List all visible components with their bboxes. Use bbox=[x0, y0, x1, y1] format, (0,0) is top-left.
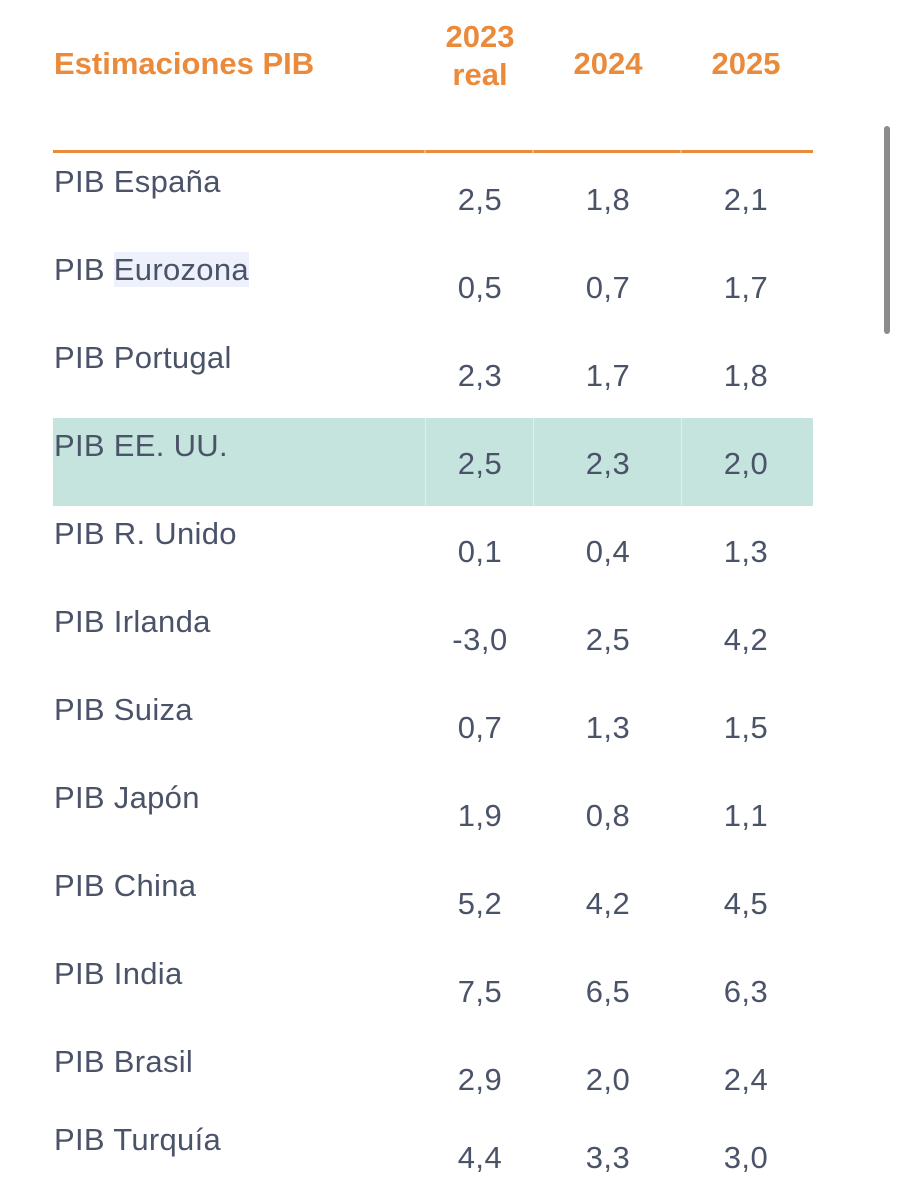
cell-2023: 2,9 bbox=[457, 1062, 503, 1097]
row-label: PIB EE. UU. bbox=[54, 428, 228, 464]
row-label-prefix: PIB bbox=[54, 1122, 105, 1157]
cell-2024: 1,7 bbox=[585, 358, 631, 393]
vertical-scrollbar[interactable] bbox=[884, 126, 890, 334]
row-label-country: R. Unido bbox=[113, 516, 237, 551]
row-label-prefix: PIB bbox=[54, 252, 105, 287]
row-label-prefix: PIB bbox=[54, 692, 105, 727]
cell-2024: 0,8 bbox=[585, 798, 631, 833]
cell-2023: 2,5 bbox=[457, 446, 503, 481]
column-header-2023-subtitle: real bbox=[452, 57, 508, 92]
cell-2023: 2,5 bbox=[457, 182, 503, 217]
row-label-prefix: PIB bbox=[54, 1044, 105, 1079]
row-label-prefix: PIB bbox=[54, 956, 105, 991]
row-label-country: EE. UU. bbox=[113, 428, 228, 463]
cell-2023: 7,5 bbox=[457, 974, 503, 1009]
cell-2023: 2,3 bbox=[457, 358, 503, 393]
cell-2024: 0,4 bbox=[585, 534, 631, 569]
table-row: PIB Turquía 4,4 3,3 3,0 bbox=[53, 1112, 813, 1200]
row-label-country: Suiza bbox=[113, 692, 193, 727]
row-label: PIB India bbox=[54, 956, 183, 992]
row-label: PIB Brasil bbox=[54, 1044, 193, 1080]
cell-2025: 1,8 bbox=[723, 358, 769, 393]
table-row: PIB R. Unido 0,1 0,4 1,3 bbox=[53, 506, 813, 594]
table-row: PIB España 2,5 1,8 2,1 bbox=[53, 154, 813, 242]
cell-2024: 4,2 bbox=[585, 886, 631, 921]
row-label-prefix: PIB bbox=[54, 164, 105, 199]
table-title: Estimaciones PIB bbox=[54, 46, 315, 81]
cell-2023: -3,0 bbox=[452, 622, 508, 657]
row-label: PIB España bbox=[54, 164, 221, 200]
row-label: PIB Suiza bbox=[54, 692, 193, 728]
cell-2025: 1,1 bbox=[723, 798, 769, 833]
row-label: PIB Irlanda bbox=[54, 604, 211, 640]
column-header-2023-year: 2023 bbox=[445, 19, 515, 54]
row-label-prefix: PIB bbox=[54, 604, 105, 639]
cell-2023: 4,4 bbox=[457, 1140, 503, 1175]
cell-2024: 1,3 bbox=[585, 710, 631, 745]
cell-2025: 1,7 bbox=[723, 270, 769, 305]
row-label: PIB Eurozona bbox=[54, 252, 249, 288]
cell-2023: 1,9 bbox=[457, 798, 503, 833]
cell-2023: 0,5 bbox=[457, 270, 503, 305]
row-label-prefix: PIB bbox=[54, 340, 105, 375]
table-row: PIB India 7,5 6,5 6,3 bbox=[53, 946, 813, 1034]
row-label: PIB China bbox=[54, 868, 196, 904]
cell-2025: 2,4 bbox=[723, 1062, 769, 1097]
row-label: PIB Japón bbox=[54, 780, 200, 816]
table-row: PIB Eurozona 0,5 0,7 1,7 bbox=[53, 242, 813, 330]
cell-2024: 2,5 bbox=[585, 622, 631, 657]
row-label-prefix: PIB bbox=[54, 428, 105, 463]
table-row: PIB Japón 1,9 0,8 1,1 bbox=[53, 770, 813, 858]
row-label: PIB R. Unido bbox=[54, 516, 237, 552]
cell-2025: 1,3 bbox=[723, 534, 769, 569]
row-label: PIB Portugal bbox=[54, 340, 232, 376]
cell-2024: 1,8 bbox=[585, 182, 631, 217]
header-divider bbox=[53, 150, 813, 153]
column-header-2024: 2024 bbox=[573, 46, 643, 81]
column-header-2025: 2025 bbox=[711, 46, 781, 81]
cell-2024: 6,5 bbox=[585, 974, 631, 1009]
table-row: PIB China 5,2 4,2 4,5 bbox=[53, 858, 813, 946]
cell-2024: 0,7 bbox=[585, 270, 631, 305]
column-header-2023: 2023 real bbox=[410, 18, 550, 94]
table-row: PIB Portugal 2,3 1,7 1,8 bbox=[53, 330, 813, 418]
cell-2025: 4,5 bbox=[723, 886, 769, 921]
row-label-country: Brasil bbox=[113, 1044, 194, 1079]
cell-2023: 0,7 bbox=[457, 710, 503, 745]
cell-2025: 2,1 bbox=[723, 182, 769, 217]
table-row: PIB Suiza 0,7 1,3 1,5 bbox=[53, 682, 813, 770]
row-label-country: Turquía bbox=[113, 1122, 222, 1157]
cell-2024: 2,3 bbox=[585, 446, 631, 481]
row-label-prefix: PIB bbox=[54, 868, 105, 903]
row-label-country: Irlanda bbox=[113, 604, 211, 639]
cell-2025: 4,2 bbox=[723, 622, 769, 657]
table-row: PIB Brasil 2,9 2,0 2,4 bbox=[53, 1034, 813, 1122]
cell-2025: 1,5 bbox=[723, 710, 769, 745]
cell-2023: 0,1 bbox=[457, 534, 503, 569]
cell-2025: 6,3 bbox=[723, 974, 769, 1009]
row-label-country: Japón bbox=[113, 780, 200, 815]
row-label-prefix: PIB bbox=[54, 780, 105, 815]
cell-2024: 2,0 bbox=[585, 1062, 631, 1097]
row-label-country: Portugal bbox=[113, 340, 232, 375]
row-label: PIB Turquía bbox=[54, 1122, 221, 1158]
cell-2025: 3,0 bbox=[723, 1140, 769, 1175]
row-label-country: India bbox=[113, 956, 183, 991]
table-row-highlighted: PIB EE. UU. 2,5 2,3 2,0 bbox=[53, 418, 813, 506]
row-label-country: China bbox=[113, 868, 197, 903]
row-label-country-selected[interactable]: Eurozona bbox=[113, 252, 249, 287]
table-row: PIB Irlanda -3,0 2,5 4,2 bbox=[53, 594, 813, 682]
cell-2024: 3,3 bbox=[585, 1140, 631, 1175]
cell-2025: 2,0 bbox=[723, 446, 769, 481]
row-label-country: España bbox=[113, 164, 221, 199]
row-label-prefix: PIB bbox=[54, 516, 105, 551]
cell-2023: 5,2 bbox=[457, 886, 503, 921]
